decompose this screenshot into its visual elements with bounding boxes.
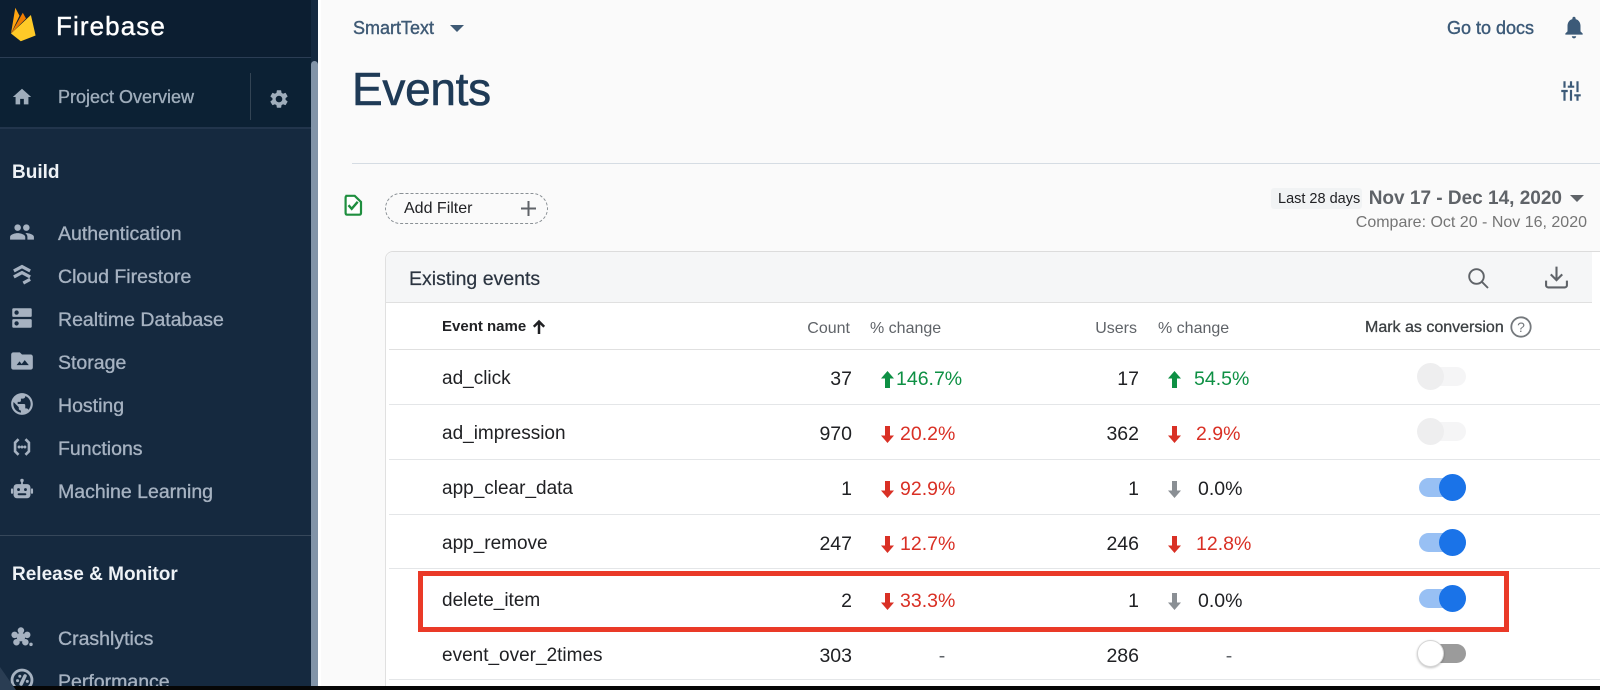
svg-text:?: ? (1517, 319, 1525, 335)
